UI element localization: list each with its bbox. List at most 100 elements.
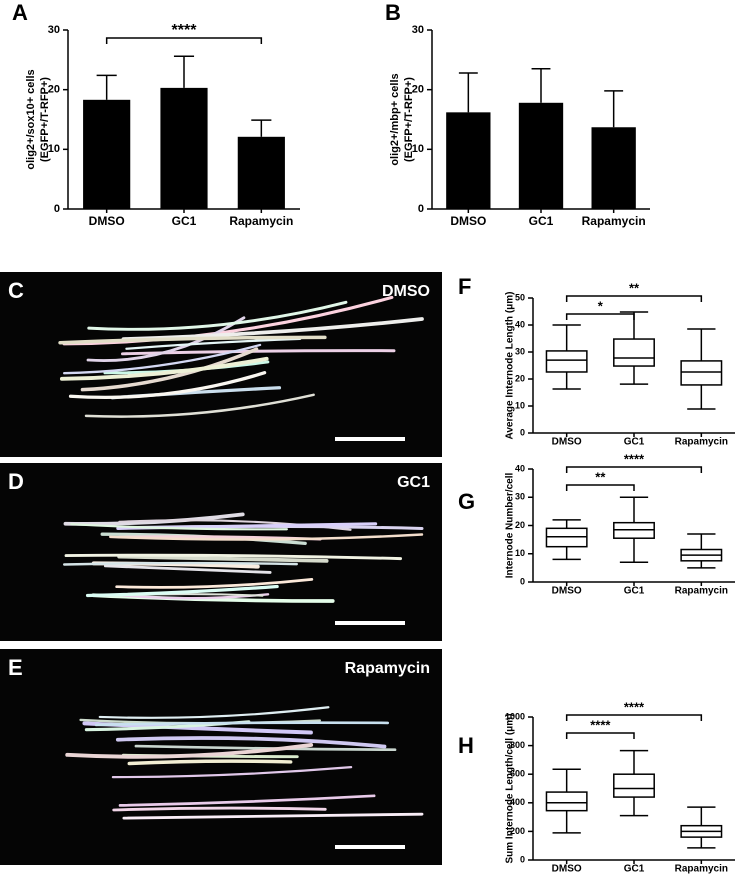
panel-letter: A xyxy=(12,0,28,25)
fiber xyxy=(86,316,246,362)
y-tick-label: 0 xyxy=(418,203,424,215)
fiber xyxy=(122,812,424,820)
significance-label: **** xyxy=(172,22,198,39)
fiber xyxy=(118,794,376,807)
y-tick-label: 800 xyxy=(510,740,525,750)
y-tick-label: 0 xyxy=(520,427,525,437)
fiber xyxy=(112,806,327,812)
y-tick-label: 30 xyxy=(48,24,60,36)
panel-letter: E xyxy=(8,655,23,680)
x-tick-label: DMSO xyxy=(552,437,582,448)
x-tick-label: Rapamycin xyxy=(675,864,728,875)
panel-letter: B xyxy=(385,0,401,25)
fiber xyxy=(121,349,396,356)
y-tick-label: 20 xyxy=(412,84,424,96)
y-axis-label: Sum Internode Length/cell (μm) xyxy=(505,713,516,863)
bar xyxy=(160,87,208,209)
fiber xyxy=(62,561,298,566)
x-tick-label: GC1 xyxy=(529,214,554,228)
fiber xyxy=(58,335,327,345)
y-tick-label: 40 xyxy=(515,463,525,473)
y-tick-label: 10 xyxy=(515,400,525,410)
micrograph xyxy=(0,463,442,641)
x-tick-label: GC1 xyxy=(624,586,645,597)
significance-label: ** xyxy=(629,280,640,295)
significance-bracket xyxy=(105,37,263,44)
significance-bracket xyxy=(565,295,703,302)
significance-bracket xyxy=(565,313,635,320)
y-tick-label: 200 xyxy=(510,826,525,836)
significance-label: * xyxy=(598,298,604,313)
significance-bracket xyxy=(565,714,703,721)
panel-letter: F xyxy=(458,274,471,299)
x-tick-label: DMSO xyxy=(89,214,125,228)
box xyxy=(680,360,723,386)
x-tick-label: DMSO xyxy=(552,864,582,875)
fiber xyxy=(127,759,293,766)
box xyxy=(613,338,655,367)
fiber xyxy=(115,578,314,589)
significance-bracket xyxy=(565,466,703,473)
fiber xyxy=(68,371,267,400)
fiber xyxy=(98,706,330,719)
y-tick-label: 30 xyxy=(412,24,424,36)
fiber xyxy=(117,554,329,563)
x-tick-label: Rapamycin xyxy=(675,586,728,597)
y-axis-label: olig2+/mbp+ cells xyxy=(389,73,401,165)
y-tick-label: 0 xyxy=(54,203,60,215)
fiber xyxy=(125,337,302,350)
bar xyxy=(446,112,491,209)
y-tick-label: 30 xyxy=(515,346,525,356)
y-tick-label: 20 xyxy=(515,373,525,383)
image-label: Rapamycin xyxy=(345,660,430,677)
significance-label: **** xyxy=(590,717,611,732)
y-tick-label: 1000 xyxy=(505,711,525,721)
fiber xyxy=(59,356,269,381)
fiber xyxy=(103,564,272,574)
box xyxy=(545,350,588,373)
y-tick-label: 600 xyxy=(510,769,525,779)
image-label: DMSO xyxy=(382,283,430,300)
x-tick-label: Rapamycin xyxy=(582,214,646,228)
y-axis-label: Internode Number/cell xyxy=(505,472,516,578)
fiber xyxy=(111,766,353,779)
y-tick-label: 20 xyxy=(48,84,60,96)
y-tick-label: 10 xyxy=(515,548,525,558)
panel-letter: D xyxy=(8,469,24,494)
fiber xyxy=(80,347,259,392)
x-tick-label: DMSO xyxy=(552,586,582,597)
x-tick-label: Rapamycin xyxy=(675,437,728,448)
fiber xyxy=(70,523,288,531)
x-tick-label: GC1 xyxy=(172,214,197,228)
y-tick-label: 0 xyxy=(520,576,525,586)
fiber xyxy=(62,295,394,346)
fiber xyxy=(87,300,348,331)
significance-label: ** xyxy=(595,469,606,484)
y-tick-label: 20 xyxy=(515,520,525,530)
significance-bracket xyxy=(565,732,635,739)
bar xyxy=(518,102,564,209)
fiber xyxy=(109,533,424,541)
fiber xyxy=(63,343,262,375)
x-tick-label: GC1 xyxy=(624,864,645,875)
x-tick-label: Rapamycin xyxy=(229,214,293,228)
fiber xyxy=(84,393,315,418)
y-tick-label: 10 xyxy=(48,143,60,155)
fiber xyxy=(64,553,403,561)
y-tick-label: 0 xyxy=(520,854,525,864)
y-axis-label: olig2+/sox10+ cells xyxy=(25,69,37,169)
y-tick-label: 50 xyxy=(515,292,525,302)
bar xyxy=(591,127,636,209)
box xyxy=(613,773,655,798)
y-axis-label: (EGFP+/T-RFP+) xyxy=(403,77,415,162)
y-axis-label: Average Internode Length (μm) xyxy=(505,292,516,440)
fiber xyxy=(85,584,279,598)
fiber xyxy=(94,721,390,727)
fiber xyxy=(91,593,335,603)
y-tick-label: 10 xyxy=(412,143,424,155)
significance-label: **** xyxy=(624,699,645,714)
y-axis-label: (EGFP+/T-RFP+) xyxy=(39,77,51,162)
y-tick-label: 400 xyxy=(510,797,525,807)
significance-bracket xyxy=(565,484,635,491)
